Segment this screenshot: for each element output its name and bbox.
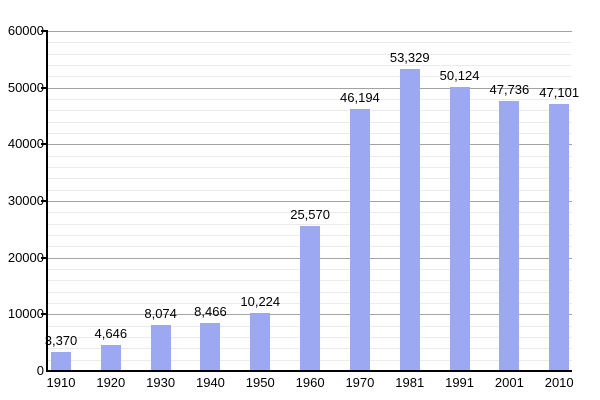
y-axis-tick	[41, 30, 46, 32]
x-tick-label: 1981	[395, 375, 425, 390]
y-tick-label: 40000	[7, 136, 44, 152]
y-axis-line	[46, 30, 48, 372]
minor-gridline	[48, 110, 572, 112]
y-tick-label: 10000	[7, 306, 44, 322]
x-tick-label: 2010	[544, 375, 574, 390]
y-tick-label: 30000	[7, 193, 44, 208]
minor-gridline	[48, 167, 572, 168]
y-tick-label: 60000	[7, 23, 44, 38]
minor-gridline	[48, 223, 572, 225]
bar	[499, 100, 520, 371]
bar-value-label: 25,570	[290, 207, 330, 223]
y-tick-label: 50000	[7, 79, 44, 95]
bar-value-label: 47,736	[489, 81, 530, 97]
minor-gridline	[48, 133, 572, 134]
bar-value-label: 46,194	[340, 90, 380, 106]
bar-value-label: 4,646	[94, 325, 128, 341]
y-axis-tick	[41, 143, 46, 146]
bar	[349, 109, 370, 371]
plot-area: 3,370 4,646 8,074 8,466 10,224 25,570 46,194 53…	[44, 31, 579, 371]
minor-gridline	[48, 155, 572, 157]
bar	[200, 323, 221, 371]
minor-gridline	[48, 42, 572, 44]
minor-gridline	[48, 178, 572, 180]
x-tick-label: 1920	[96, 375, 126, 390]
x-tick-label: 1930	[146, 375, 176, 390]
bar-value-label: 10,224	[240, 294, 281, 310]
x-tick-label: 2001	[494, 375, 524, 390]
y-axis-tick	[41, 256, 46, 259]
bar-value-label: 50,124	[439, 67, 480, 83]
bar	[150, 325, 171, 371]
bar	[51, 351, 71, 371]
minor-gridline	[48, 65, 572, 66]
x-tick-label: 1970	[345, 375, 375, 390]
bar-value-label: 8,466	[194, 304, 227, 320]
y-tick-label: 20000	[7, 249, 44, 265]
bar	[300, 226, 321, 371]
minor-gridline	[48, 189, 572, 191]
minor-gridline	[48, 212, 572, 214]
major-gridline	[48, 201, 572, 202]
bar	[399, 68, 420, 371]
bar	[549, 104, 570, 371]
minor-gridline	[48, 99, 572, 100]
x-tick-label: 1940	[195, 375, 225, 390]
bar-value-label: 53,329	[389, 49, 430, 65]
bar-value-label: 47,101	[539, 85, 580, 101]
x-tick-label: 1910	[46, 375, 76, 390]
bar-value-label: 3,370	[44, 332, 78, 348]
x-tick-label: 1960	[295, 375, 325, 390]
minor-gridline	[48, 53, 572, 55]
bar-value-label: 8,074	[144, 306, 177, 322]
major-gridline	[48, 144, 572, 146]
minor-gridline	[48, 76, 572, 78]
x-axis-line	[46, 370, 572, 372]
bar	[100, 344, 121, 371]
x-tick-label: 1991	[445, 375, 475, 390]
y-axis-tick	[41, 86, 46, 89]
major-gridline	[48, 87, 572, 89]
y-axis-tick	[41, 200, 46, 202]
y-axis-tick	[41, 313, 46, 316]
minor-gridline	[48, 121, 572, 123]
x-tick-label: 1950	[245, 375, 275, 390]
bar	[250, 313, 271, 371]
y-tick-label: 0	[36, 363, 44, 378]
major-gridline	[48, 31, 572, 32]
bar	[449, 86, 470, 371]
